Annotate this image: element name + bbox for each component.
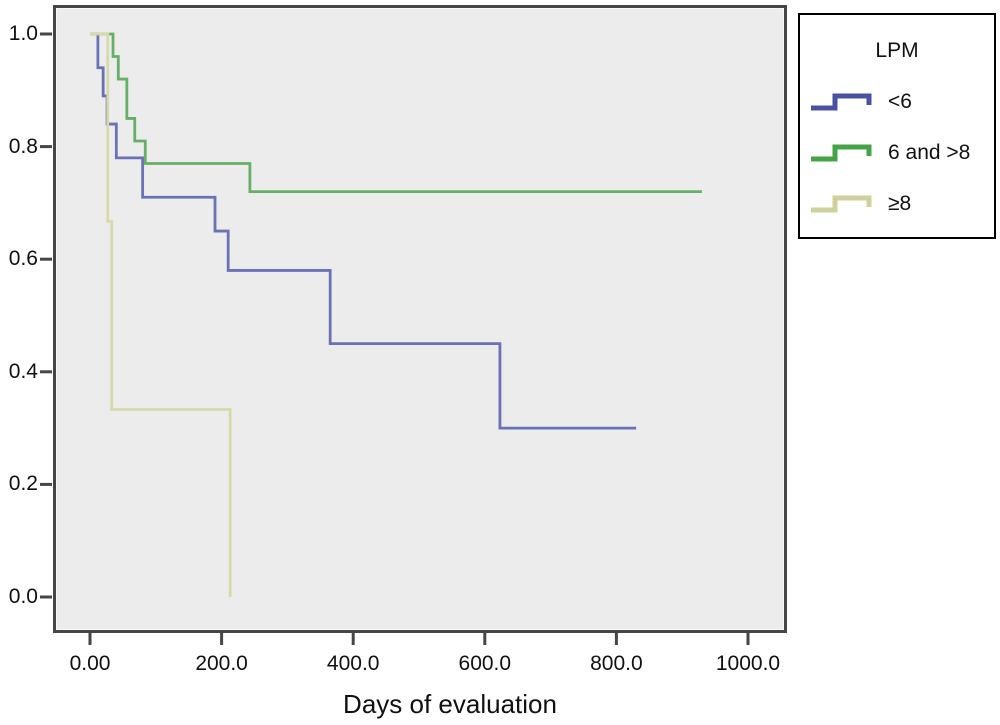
legend: LPM <6 6 and >8 ≥8: [798, 13, 996, 239]
legend-entry-label: 6 and >8: [888, 141, 971, 164]
x-tick-label: 200.0: [195, 652, 248, 675]
y-tick-label: 0.6: [8, 247, 38, 271]
legend-entry-label: <6: [888, 90, 912, 113]
survival-curve-6-and-gt-8: [90, 32, 702, 194]
plot-area: [53, 5, 787, 633]
survival-curve-under-6: [90, 32, 637, 430]
x-tick-label: 1000.0: [715, 652, 781, 675]
legend-entry-6-and-gt-8: 6 and >8: [808, 136, 970, 170]
step-line-swatch-icon: [811, 93, 872, 111]
legend-title: LPM: [875, 39, 919, 62]
y-tick-label: 0.2: [8, 472, 38, 496]
x-tick-label: 800.0: [590, 652, 643, 675]
step-line-swatch-icon: [811, 195, 872, 213]
legend-entry-label: ≥8: [888, 192, 912, 215]
step-line-swatch-icon: [811, 144, 872, 162]
x-tick-label: 0.00: [69, 652, 111, 675]
x-tick-label: 400.0: [326, 652, 380, 675]
x-tick-label: 600.0: [458, 652, 512, 675]
y-tick-label: 0.0: [8, 585, 38, 608]
y-tick-label: 0.4: [8, 359, 38, 383]
legend-entry-ge-8: ≥8: [808, 187, 911, 221]
survival-curve-ge-8: [90, 32, 232, 597]
y-tick-label: 0.8: [8, 134, 38, 158]
y-tick-label: 1.0: [8, 22, 38, 45]
x-axis-title: Days of evaluation: [343, 689, 557, 719]
legend-entry-under-6: <6: [808, 85, 912, 119]
